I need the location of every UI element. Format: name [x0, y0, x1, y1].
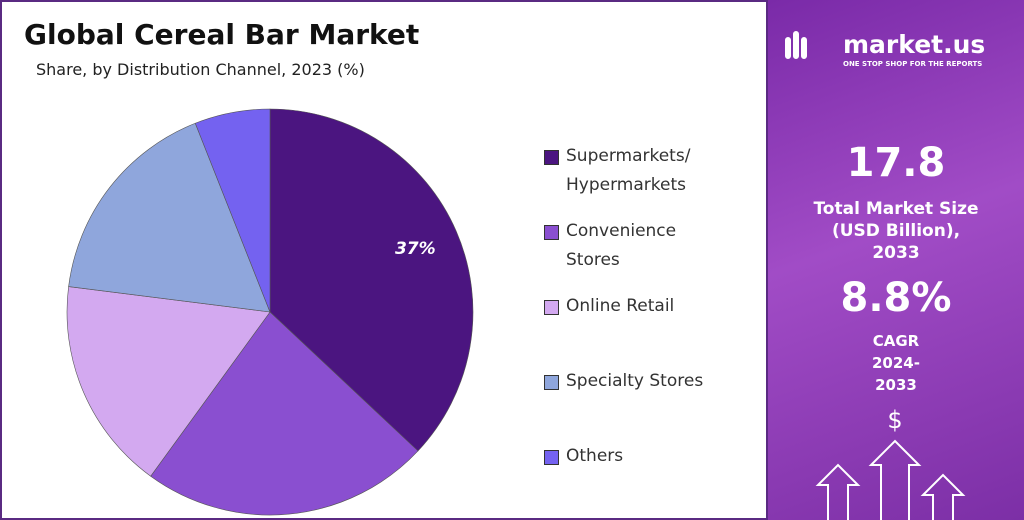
tagline: ONE STOP SHOP FOR THE REPORTS: [843, 60, 983, 68]
legend-label: Specialty Stores: [566, 371, 704, 391]
pie-slice: [194, 108, 271, 313]
pie-slice: [269, 108, 474, 452]
cagr-label: CAGR 2024-2033: [872, 332, 920, 394]
legend-swatch: [544, 150, 559, 165]
legend-swatch: [544, 375, 559, 390]
legend-item: Specialty Stores: [542, 367, 742, 396]
legend-swatch: [544, 300, 559, 315]
pie-chart: 37%: [66, 108, 474, 516]
chart-title: Global Cereal Bar Market: [24, 18, 420, 51]
legend-swatch: [544, 450, 559, 465]
market-size-label: Total Market Size (USD Billion), 2033: [813, 199, 979, 263]
cagr: 8.8%: [840, 275, 952, 321]
svg-text:$: $: [887, 406, 902, 434]
legend-item: Convenience Stores: [542, 217, 742, 275]
data-label: 37%: [395, 239, 436, 259]
brand: market.us: [843, 30, 986, 59]
market-size: 17.8: [846, 140, 946, 186]
legend-item: Supermarkets/ Hypermarkets: [542, 142, 742, 200]
pie-slice: [66, 286, 271, 477]
decoration: $: [785, 31, 966, 520]
legend-item: Online Retail: [542, 292, 742, 321]
pie-slice: [150, 311, 419, 516]
legend-label: Supermarkets/ Hypermarkets: [566, 146, 691, 195]
sidebar: $ market.us ONE STOP SHOP FOR THE REPORT…: [768, 0, 1024, 520]
legend-label: Others: [566, 446, 624, 466]
chart-panel: Global Cereal Bar Market Share, by Distr…: [0, 0, 768, 520]
legend-label: Convenience Stores: [566, 221, 677, 270]
legend-label: Online Retail: [566, 296, 675, 316]
legend-swatch: [544, 225, 559, 240]
legend-item: Others: [542, 442, 742, 471]
chart-subtitle: Share, by Distribution Channel, 2023 (%): [36, 60, 365, 79]
pie-slice: [68, 122, 271, 313]
